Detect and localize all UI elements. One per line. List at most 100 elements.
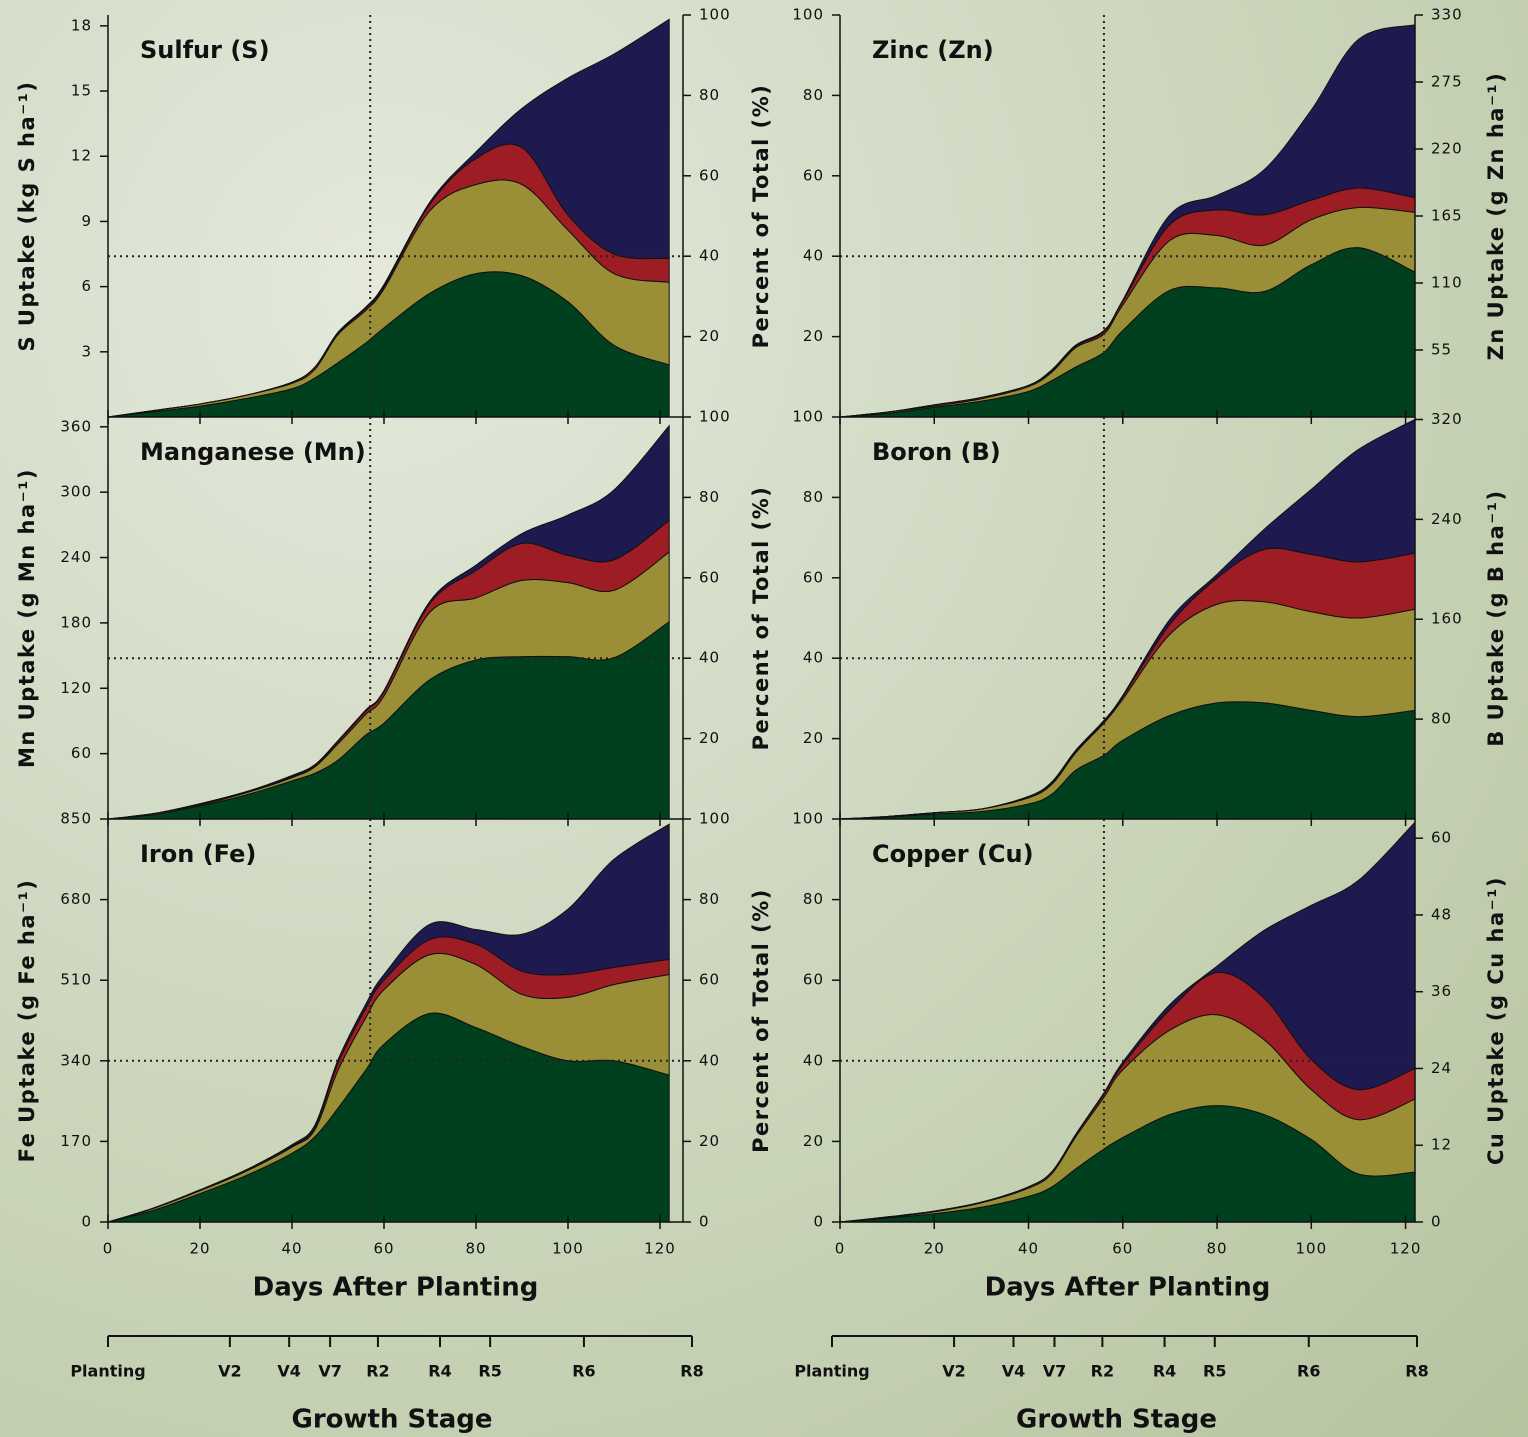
axis-line — [107, 819, 684, 1223]
y-axis-title: S Uptake (kg S ha⁻¹) — [15, 80, 39, 351]
growth-stage-axis: Planting V2 V4 V7 R2 R4 R5 R6 R8 Growth Stage — [70, 1335, 704, 1435]
y2-tick-label: 60 — [803, 166, 824, 184]
stage-label: R8 — [680, 1362, 703, 1381]
y-tick-label: 510 — [60, 971, 92, 989]
y2-tick-label: 80 — [803, 86, 824, 104]
stage-label: Planting — [794, 1362, 869, 1381]
y-axis-title: Cu Uptake (g Cu ha⁻¹) — [1484, 876, 1508, 1165]
y2-tick-label: 20 — [803, 327, 824, 345]
y-tick-label: 80 — [1431, 710, 1452, 728]
x-tick-label: 100 — [1295, 1240, 1327, 1258]
y-tick-label: 3 — [81, 342, 92, 360]
y-tick-label: 170 — [60, 1132, 92, 1150]
x-tick-label: 80 — [465, 1240, 486, 1258]
axis-line — [107, 417, 684, 820]
y-axis-title: Fe Uptake (g Fe ha⁻¹) — [15, 879, 39, 1163]
y-tick-label: 18 — [71, 16, 92, 34]
stage-label: R4 — [428, 1362, 451, 1381]
x-tick-label: 60 — [1112, 1240, 1133, 1258]
y-tick-label: 0 — [81, 1213, 92, 1231]
y2-tick-label: 60 — [803, 568, 824, 586]
y-tick-label: 36 — [1431, 982, 1452, 1000]
y2-tick-label: 20 — [699, 1132, 720, 1150]
y2-tick-label: 20 — [699, 729, 720, 747]
y-tick-label: 340 — [60, 1051, 92, 1069]
stacked-area — [107, 823, 670, 1223]
y-tick-label: 12 — [71, 147, 92, 165]
stage-label: V4 — [277, 1362, 301, 1381]
y-tick-label: 15 — [71, 82, 92, 100]
axis-line — [839, 819, 1416, 1223]
growth-stage-axis: Planting V2 V4 V7 R2 R4 R5 R6 R8 Growth Stage — [794, 1335, 1429, 1435]
y-tick-label: 330 — [1431, 6, 1463, 24]
stage-label: R8 — [1405, 1362, 1428, 1381]
y-tick-label: 165 — [1431, 207, 1463, 225]
stacked-area — [107, 424, 670, 820]
y2-tick-label: 80 — [803, 488, 824, 506]
y2-tick-label: 20 — [803, 729, 824, 747]
panel: 0 20 40 60 80 100 120 Days After Planting 0 170 34… — [15, 810, 731, 1303]
y2-tick-label: 60 — [803, 971, 824, 989]
y-tick-label: 160 — [1431, 610, 1463, 628]
y-tick-label: 275 — [1431, 73, 1463, 91]
x-tick-label: 0 — [103, 1240, 114, 1258]
stage-label: V7 — [1043, 1362, 1067, 1381]
y-tick-label: 240 — [1431, 510, 1463, 528]
y2-tick-label: 100 — [699, 810, 731, 828]
stacked-area — [107, 18, 670, 418]
stage-label: Planting — [70, 1362, 145, 1381]
y-tick-label: 120 — [60, 679, 92, 697]
y-tick-label: 60 — [71, 744, 92, 762]
y2-tick-label: 80 — [699, 488, 720, 506]
y2-tick-label: 20 — [803, 1132, 824, 1150]
panel: 55 110 165 220 275 330 20 40 60 80 100 Zn Uptake (g… — [749, 6, 1508, 424]
y2-axis-title: Percent of Total (%) — [749, 486, 773, 751]
y-tick-label: 320 — [1431, 410, 1463, 428]
y2-tick-label: 100 — [792, 408, 824, 426]
x-axis-title: Days After Planting — [253, 1273, 539, 1303]
panel-title: Boron (B) — [872, 438, 1001, 466]
y2-tick-label: 60 — [699, 568, 720, 586]
y-axis-title: B Uptake (g B ha⁻¹) — [1484, 489, 1508, 746]
growth-stage-title: Growth Stage — [1016, 1405, 1217, 1435]
y2-tick-label: 40 — [803, 1051, 824, 1069]
y2-tick-label: 60 — [699, 971, 720, 989]
x-tick-label: 60 — [373, 1240, 394, 1258]
panel-title: Zinc (Zn) — [872, 36, 994, 64]
y2-axis-title: Percent of Total (%) — [749, 84, 773, 349]
y-tick-label: 55 — [1431, 341, 1452, 359]
axis-line — [107, 15, 684, 418]
stage-label: V4 — [1002, 1362, 1026, 1381]
y-tick-label: 24 — [1431, 1059, 1452, 1077]
y-tick-label: 12 — [1431, 1136, 1452, 1154]
x-tick-label: 80 — [1207, 1240, 1228, 1258]
stage-label: R6 — [572, 1362, 595, 1381]
y-tick-label: 60 — [1431, 829, 1452, 847]
y2-tick-label: 40 — [699, 247, 720, 265]
x-tick-label: 40 — [281, 1240, 302, 1258]
stacked-area — [839, 247, 1416, 418]
y-tick-label: 9 — [81, 212, 92, 230]
y2-tick-label: 40 — [803, 247, 824, 265]
x-axis-title: Days After Planting — [985, 1273, 1271, 1303]
y-tick-label: 360 — [60, 417, 92, 435]
stage-label: R2 — [1091, 1362, 1114, 1381]
y2-tick-label: 80 — [699, 86, 720, 104]
y2-tick-label: 40 — [803, 649, 824, 667]
y2-axis-title: Percent of Total (%) — [749, 888, 773, 1153]
y-tick-label: 48 — [1431, 905, 1452, 923]
x-tick-label: 0 — [835, 1240, 846, 1258]
axis-line — [839, 417, 1416, 820]
panel: 80 160 240 320 20 40 60 80 100 B Uptake (g B ha⁻¹… — [749, 408, 1508, 826]
stage-label: R5 — [1203, 1362, 1226, 1381]
y2-tick-label: 20 — [699, 327, 720, 345]
stage-label: V2 — [942, 1362, 966, 1381]
y-tick-label: 0 — [1431, 1213, 1442, 1231]
panel-title: Sulfur (S) — [140, 36, 270, 64]
stage-label: V7 — [318, 1362, 342, 1381]
y-tick-label: 6 — [81, 277, 92, 295]
stage-label: R2 — [366, 1362, 389, 1381]
panel-title: Copper (Cu) — [872, 840, 1034, 868]
growth-stage-title: Growth Stage — [292, 1405, 493, 1435]
